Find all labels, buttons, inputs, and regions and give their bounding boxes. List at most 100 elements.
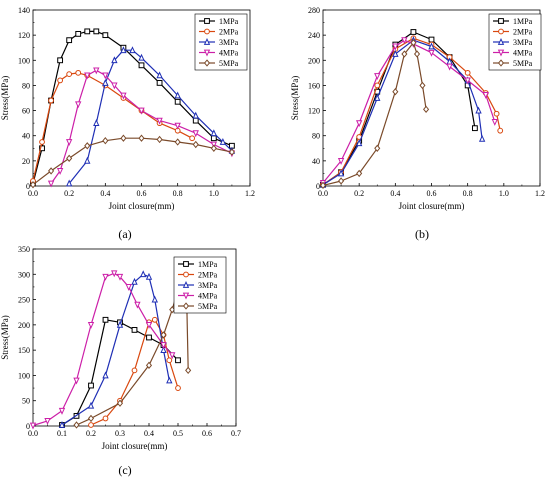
panel-c-x-tick-label: 0.6: [202, 429, 212, 438]
panel-b-data-point: [423, 105, 430, 113]
panel-a-legend-label: 3MPa: [219, 38, 239, 47]
panel-c-data-point: [87, 414, 95, 423]
panel-a-legend-swatch-marker: [203, 49, 211, 57]
panel-a-y-tick-label: 20: [22, 157, 30, 166]
panel-a-data-point: [129, 46, 136, 54]
panel-c-data-point: [102, 273, 109, 281]
panel-a-data-point: [66, 154, 73, 163]
panel-c-data-point: [87, 401, 95, 409]
panel-b-data-point: [374, 73, 381, 80]
panel-b-y-tick-label: 80: [312, 132, 320, 141]
panel-a-data-point: [210, 144, 217, 152]
panel-b-data-point: [392, 50, 399, 57]
panel-a-data-point: [48, 167, 55, 175]
panel-c-data-point: [88, 422, 94, 428]
panel-b-x-axis-title: Joint closure(mm): [399, 201, 465, 211]
panel-c-y-tick-label: 350: [18, 245, 30, 254]
panel-c-series-line: [61, 273, 170, 426]
panel-c-data-point: [160, 342, 167, 350]
panel-c-legend-label: 1MPa: [198, 260, 218, 269]
panel-b-y-tick-label: 40: [312, 157, 320, 166]
panel-b-data-point: [338, 177, 345, 185]
panel-b-data-point: [337, 169, 345, 177]
panel-a-data-point: [120, 92, 127, 100]
panel-a-data-point: [228, 148, 235, 156]
panel-b-data-point: [428, 49, 435, 57]
panel-b-legend-label: 4MPa: [513, 49, 533, 58]
panel-b-data-point: [374, 144, 381, 152]
panel-b-x-tick-label: 1.0: [499, 189, 509, 198]
panel-b-y-axis-title: Stress(MPa): [290, 76, 300, 121]
panel-b-data-point: [464, 69, 471, 76]
panel-a-data-point: [156, 135, 163, 144]
panel-c-legend-label: 3MPa: [198, 281, 218, 290]
panel-a-legend-label: 4MPa: [219, 49, 239, 58]
panel-c-data-point: [102, 371, 109, 379]
panel-a-label: (a): [118, 227, 131, 241]
panel-c-x-tick-label: 0.2: [86, 429, 96, 438]
panel-b-data-point: [478, 134, 486, 142]
panel-c-legend-swatch-marker: [182, 302, 190, 310]
panel-a-data-point: [138, 62, 145, 69]
panel-a-y-tick-label: 100: [18, 56, 30, 65]
panel-a-legend-label: 2MPa: [219, 28, 239, 37]
panel-c-y-tick-label: 150: [18, 346, 30, 355]
panel-a-data-point: [111, 82, 118, 90]
panel-a-legend-swatch-marker: [204, 28, 210, 35]
panel-c-data-point: [116, 273, 124, 281]
panel-c-data-point: [102, 415, 109, 422]
panel-b-data-point: [482, 91, 489, 99]
panel-b-data-point: [410, 39, 417, 47]
panel-a-data-point: [84, 72, 91, 80]
panel-b-data-point: [355, 139, 363, 147]
panel-a-x-axis-title: Joint closure(mm): [109, 201, 175, 211]
panel-a-data-point: [174, 122, 181, 130]
panel-b-legend-label: 2MPa: [513, 28, 533, 37]
panel-b-y-tick-label: 200: [308, 56, 320, 65]
panel-c-data-point: [131, 367, 138, 374]
panel-a-y-axis-title: Stress(MPa): [0, 76, 10, 121]
panel-a-y-tick-label: 120: [18, 31, 30, 40]
panel-a-y-tick-label: 60: [22, 107, 30, 116]
panel-b-label: (b): [415, 227, 429, 241]
panel-c-x-axis-title: Joint closure(mm): [102, 441, 168, 451]
panel-c-data-point: [116, 399, 124, 407]
panel-b-legend-swatch-marker: [497, 49, 505, 57]
panel-c-legend-swatch-marker: [182, 281, 190, 288]
panel-a-data-point: [174, 138, 181, 146]
panel-a-y-tick-label: 140: [18, 6, 30, 15]
panel-b-series-3MPa: [319, 36, 486, 188]
panel-a-x-tick-label: 0.6: [137, 189, 147, 198]
panel-c-y-axis-title: Stress(MPa): [0, 315, 10, 360]
panel-c-legend-label: 2MPa: [198, 271, 218, 280]
panel-c-label: (c): [118, 463, 131, 477]
panel-c: 0.0 0.1 0.2 0.3 0.4 0.5 0.6 0.7 0 50 100 150 200 250 3…: [0, 245, 241, 477]
panel-b-legend-swatch-marker: [497, 38, 505, 45]
panel-a: 0.0 0.2 0.4 0.6 0.8 1.0 1.2 0 20 40 60 80 100 120 140 J…: [0, 6, 255, 241]
panel-a-data-point: [102, 32, 109, 39]
panel-b-data-point: [497, 127, 504, 134]
panel-a-data-point: [84, 156, 91, 164]
panel-c-data-point: [131, 327, 138, 333]
panel-c-data-point: [116, 320, 124, 328]
panel-a-data-point: [192, 140, 199, 149]
panel-c-y-tick-label: 50: [22, 397, 30, 406]
panel-b-y-tick-label: 240: [308, 31, 320, 40]
panel-c-x-tick-label: 0.7: [231, 429, 241, 438]
panel-b-data-point: [428, 42, 435, 50]
panel-a-data-point: [156, 71, 163, 79]
panel-a-data-point: [192, 111, 199, 119]
panel-a-data-point: [39, 145, 45, 152]
panel-b-series-line: [322, 37, 501, 186]
panel-b: 0.0 0.2 0.4 0.6 0.8 1.0 1.2 0 40 80 120 160 200 240 28…: [290, 6, 545, 241]
panel-b-x-tick-label: 0.8: [463, 189, 473, 198]
panel-a-data-point: [138, 107, 145, 115]
panel-c-data-point: [111, 270, 118, 278]
panel-b-data-point: [464, 77, 471, 85]
panel-a-data-point: [120, 46, 127, 54]
panel-c-x-tick-label: 0.4: [144, 429, 154, 438]
panel-a-x-tick-label: 0.8: [173, 189, 183, 198]
panel-b-data-point: [392, 88, 399, 96]
panel-a-legend-label: 1MPa: [219, 17, 239, 26]
